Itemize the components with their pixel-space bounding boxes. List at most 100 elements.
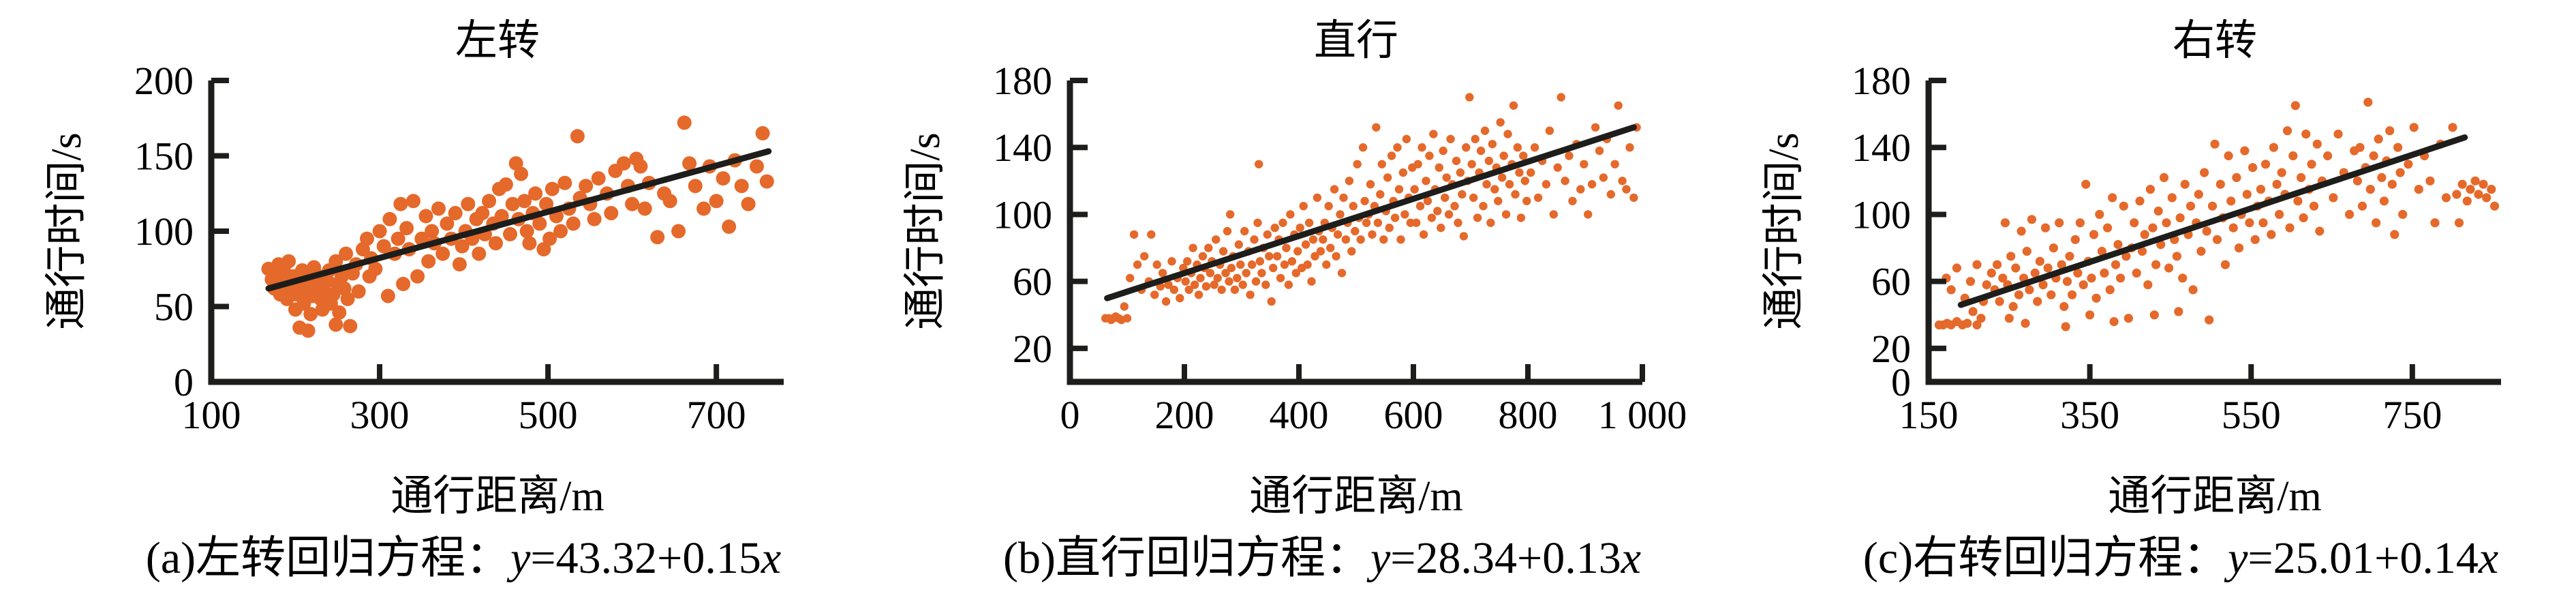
data-point: [709, 194, 724, 209]
data-point: [1394, 185, 1404, 194]
data-point: [2119, 201, 2128, 211]
data-point: [2004, 314, 2014, 323]
data-point: [604, 206, 619, 220]
data-point: [489, 236, 503, 251]
data-point: [1349, 202, 1358, 211]
data-point: [393, 196, 408, 211]
data-point: [2470, 176, 2480, 185]
data-point: [539, 196, 554, 211]
data-point: [2172, 252, 2181, 261]
data-point: [1196, 273, 1205, 282]
data-point: [1976, 314, 1986, 323]
data-point: [1158, 269, 1167, 278]
data-point: [1398, 168, 1408, 177]
data-point: [2215, 179, 2225, 189]
data-point: [1549, 210, 1558, 219]
data-point: [380, 288, 395, 303]
data-point: [570, 129, 585, 144]
data-point: [2430, 218, 2440, 228]
data-point: [1263, 230, 1272, 239]
data-point: [2022, 246, 2031, 256]
data-point: [1412, 218, 1421, 227]
data-point: [1221, 269, 1230, 278]
data-point: [1427, 213, 1437, 222]
panel-left-turn: 左转 通行时间/s 100 300 500 700 0 50 100 150 200 通行距离/…: [0, 0, 859, 596]
data-point: [1161, 297, 1171, 306]
data-point: [2482, 193, 2491, 203]
data-point: [1995, 297, 2004, 306]
data-point: [2409, 123, 2419, 132]
data-point: [1441, 193, 1450, 203]
data-point: [2487, 185, 2496, 194]
data-point: [1423, 196, 1432, 205]
data-point: [1486, 218, 1495, 227]
data-point: [1952, 263, 1961, 273]
data-point: [1533, 193, 1543, 203]
data-point: [2372, 218, 2381, 228]
data-point: [1372, 123, 1381, 132]
data-point: [2277, 168, 2286, 177]
data-point: [637, 201, 652, 216]
data-point: [1568, 196, 1577, 205]
data-point: [1230, 285, 1240, 295]
data-point: [1336, 210, 1345, 219]
data-point: [2288, 151, 2298, 161]
data-point: [2290, 101, 2300, 110]
data-point: [2275, 209, 2284, 219]
data-point: [2462, 196, 2472, 206]
data-point: [1301, 240, 1310, 249]
data-point: [1286, 210, 1295, 219]
data-point: [1233, 273, 1242, 282]
data-point: [2387, 179, 2397, 189]
data-point: [1366, 180, 1375, 189]
caption-prefix: (b)直行回归方程：: [1003, 533, 1370, 583]
data-point: [1307, 277, 1316, 286]
data-point: [1576, 185, 1585, 194]
data-point: [396, 276, 411, 291]
y-tick-label: 20: [1013, 327, 1052, 371]
data-point: [1530, 143, 1539, 152]
data-point: [1140, 252, 1149, 260]
data-point: [2000, 218, 2010, 228]
data-point: [2162, 218, 2171, 228]
data-point: [1303, 260, 1312, 269]
plot-area: 0 200 400 600 800 1 000 20 60 100 140 180: [993, 59, 1687, 437]
data-point: [1456, 168, 1465, 177]
data-point: [1993, 260, 2002, 269]
data-point: [2466, 185, 2475, 194]
data-point: [2398, 209, 2408, 219]
data-point: [625, 196, 640, 211]
data-point: [2333, 130, 2343, 139]
data-point: [1330, 185, 1339, 194]
data-point: [1255, 160, 1263, 168]
data-point: [340, 291, 355, 306]
data-point: [2479, 179, 2488, 189]
data-point: [1437, 223, 1445, 233]
data-point: [1965, 277, 1976, 286]
data-point: [1610, 160, 1619, 168]
data-point: [2293, 196, 2303, 206]
data-point: [2075, 218, 2085, 228]
data-point: [2085, 310, 2095, 320]
data-point: [2297, 173, 2306, 182]
data-point: [2441, 193, 2451, 203]
x-axis-label: 通行距离/m: [1249, 473, 1462, 520]
data-point: [435, 246, 450, 261]
data-point: [1308, 235, 1318, 244]
data-point: [2132, 268, 2141, 278]
data-point: [2393, 143, 2403, 152]
data-point: [1250, 235, 1259, 244]
data-point: [1184, 285, 1193, 295]
caption-x-var: x: [761, 533, 781, 583]
data-point: [1299, 202, 1308, 211]
data-point: [1310, 252, 1319, 260]
data-point: [360, 231, 374, 246]
scatter-points: [1934, 98, 2500, 331]
data-point: [755, 125, 770, 140]
data-point: [2188, 285, 2198, 295]
data-point: [2355, 143, 2365, 152]
data-point: [2040, 223, 2051, 233]
data-point: [2008, 301, 2018, 312]
x-tick-label: 800: [1499, 393, 1558, 437]
data-point: [1313, 193, 1322, 203]
